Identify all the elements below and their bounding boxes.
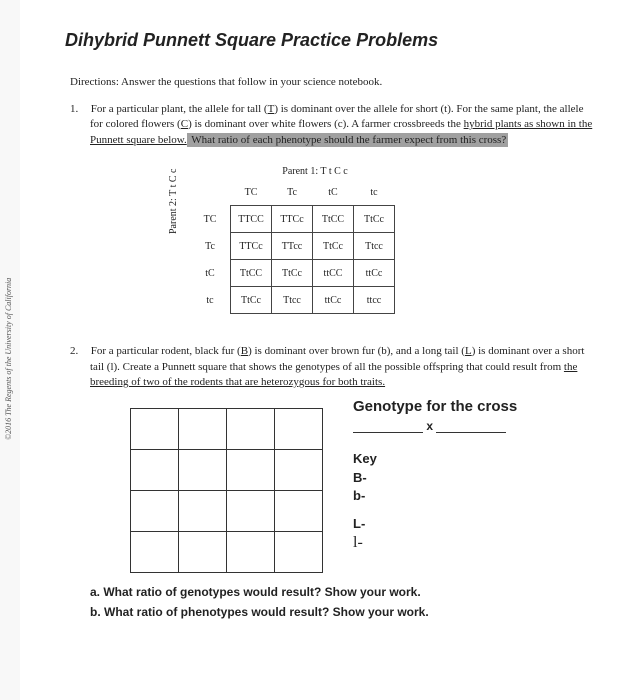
key-B: B-	[353, 470, 598, 485]
blank-cell	[179, 409, 227, 450]
blank-cell	[275, 409, 323, 450]
cell: TTCc	[272, 206, 313, 233]
row-head: tc	[190, 287, 231, 314]
worksheet-page: Dihybrid Punnett Square Practice Problem…	[20, 0, 638, 700]
blank-cell	[131, 532, 179, 573]
question-2: 2. For a particular rodent, black fur (B…	[90, 344, 598, 390]
col-head: Tc	[272, 179, 313, 206]
page-title: Dihybrid Punnett Square Practice Problem…	[65, 30, 598, 51]
blank-cell	[275, 491, 323, 532]
cell: Ttcc	[354, 233, 395, 260]
key-spacer	[353, 506, 598, 516]
parent1-label: Parent 1: T t C c	[220, 166, 410, 177]
sub-question-a: a. What ratio of genotypes would result?…	[90, 585, 598, 599]
genotype-header: Genotype for the cross	[353, 398, 598, 415]
blank-cell	[131, 450, 179, 491]
cross-x: x	[426, 419, 433, 433]
cell: TtCC	[313, 206, 354, 233]
q2-text-2: ) is dominant over brown fur (b), and a …	[248, 345, 465, 357]
cell: TtCc	[354, 206, 395, 233]
q1-text-2: ) is dominant over white flowers (c). A	[188, 118, 361, 130]
col-head: tc	[354, 179, 395, 206]
blank-cell	[131, 491, 179, 532]
corner-cell	[190, 179, 231, 206]
q2-L: L	[465, 345, 472, 357]
cell: ttCc	[313, 287, 354, 314]
blank-cell	[179, 491, 227, 532]
q1-highlight: What ratio of each phenotype should the …	[187, 133, 508, 147]
col-head: TC	[231, 179, 272, 206]
genotype-section: Genotype for the cross x Key B- b- L- l-	[70, 398, 598, 579]
cell: ttCC	[313, 260, 354, 287]
q1-number: 1.	[70, 102, 88, 117]
blank-cell	[227, 409, 275, 450]
cell: TtCC	[231, 260, 272, 287]
row-head: tC	[190, 260, 231, 287]
key-title: Key	[353, 451, 598, 466]
question-1: 1. For a particular plant, the allele fo…	[90, 102, 598, 148]
blank-grid-wrap	[70, 398, 323, 579]
blank-cell	[275, 450, 323, 491]
col-head: tC	[313, 179, 354, 206]
key-b: b-	[353, 488, 598, 503]
cell: TTCC	[231, 206, 272, 233]
q2-B: B	[241, 345, 248, 357]
key-L: L-	[353, 516, 598, 531]
q1-text-pre: For a particular plant, the allele for t…	[91, 103, 268, 115]
q2-number: 2.	[70, 344, 88, 359]
blank-cell	[275, 532, 323, 573]
cell: TTcc	[272, 233, 313, 260]
row-head: TC	[190, 206, 231, 233]
cell: TtCc	[313, 233, 354, 260]
blank-cell	[227, 532, 275, 573]
cell: ttcc	[354, 287, 395, 314]
punnett-square-1: Parent 1: T t C c Parent 2: T t C c TC T…	[190, 166, 410, 314]
blank-cell	[179, 532, 227, 573]
copyright-text: ©2016 The Regents of the University of C…	[4, 278, 13, 440]
punnett-table: TC Tc tC tc TC TTCC TTCc TtCC TtCc Tc TT…	[190, 179, 395, 314]
sub-question-b: b. What ratio of phenotypes would result…	[90, 605, 598, 619]
parent2-label: Parent 2: T t C c	[168, 169, 179, 234]
q1-C: C	[181, 118, 188, 130]
blank-cell	[131, 409, 179, 450]
cell: TtCc	[231, 287, 272, 314]
row-head: Tc	[190, 233, 231, 260]
blank-punnett-grid	[130, 408, 323, 573]
blank-cell	[179, 450, 227, 491]
genotype-right: Genotype for the cross x Key B- b- L- l-	[353, 398, 598, 555]
blank-line-right	[436, 422, 506, 433]
blank-cell	[227, 450, 275, 491]
cell: Ttcc	[272, 287, 313, 314]
cell: TtCc	[272, 260, 313, 287]
cell: TTCc	[231, 233, 272, 260]
q1-hybrid: farmer crossbreeds the	[361, 118, 463, 130]
q2-text-1: For a particular rodent, black fur (	[91, 345, 241, 357]
genotype-cross: x	[353, 419, 598, 433]
directions-text: Directions: Answer the questions that fo…	[70, 76, 598, 88]
blank-line-left	[353, 422, 423, 433]
blank-cell	[227, 491, 275, 532]
key-l: l-	[353, 534, 598, 552]
cell: ttCc	[354, 260, 395, 287]
